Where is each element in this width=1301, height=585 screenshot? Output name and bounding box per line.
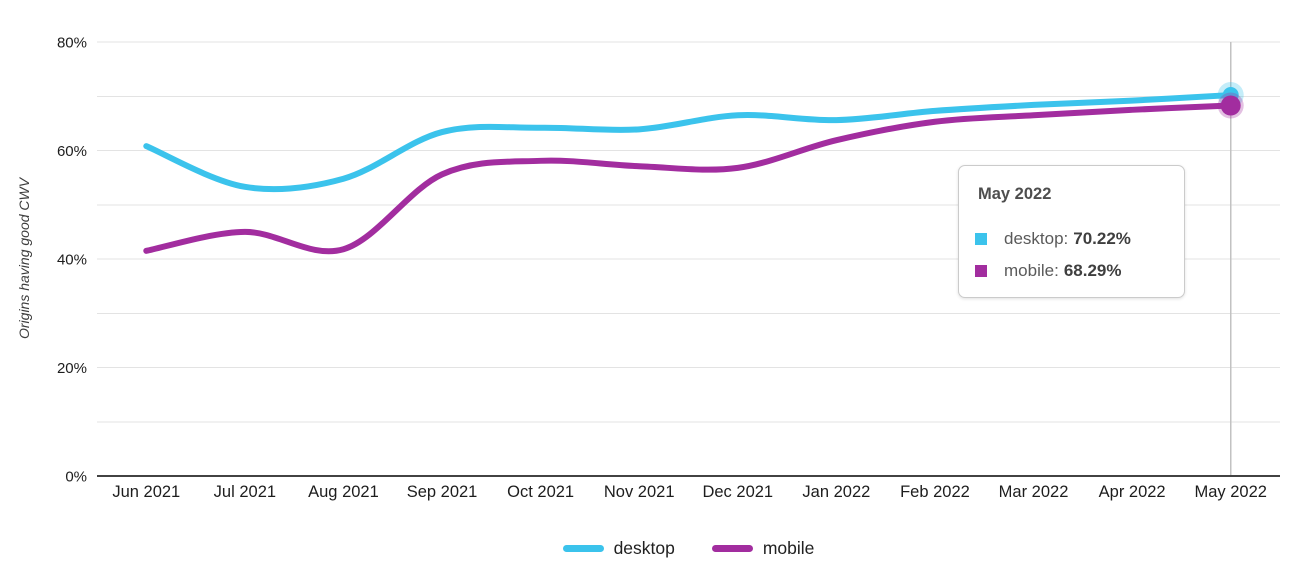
desktop-line-swatch-icon bbox=[562, 544, 604, 552]
series-line-mobile[interactable] bbox=[143, 102, 1234, 255]
desktop-swatch-icon bbox=[975, 233, 987, 245]
x-tick-label: Sep 2021 bbox=[407, 483, 478, 501]
series-line-desktop[interactable] bbox=[143, 92, 1234, 193]
y-tick-label: 20% bbox=[57, 360, 87, 377]
y-tick-label: 0% bbox=[65, 469, 87, 486]
legend-item-mobile: mobile bbox=[711, 537, 815, 559]
tooltip-series-value: 70.22% bbox=[1073, 229, 1131, 248]
x-tick-label: Nov 2021 bbox=[604, 483, 675, 501]
legend-label: mobile bbox=[762, 537, 815, 558]
x-tick-label: Oct 2021 bbox=[507, 483, 574, 501]
x-tick-label: Jul 2021 bbox=[214, 483, 276, 501]
y-tick-label: 80% bbox=[57, 35, 87, 52]
tooltip-row-mobile: mobile: 68.29% bbox=[975, 261, 1121, 281]
legend-item-desktop: desktop bbox=[562, 537, 675, 559]
tooltip-series-label: mobile: bbox=[1004, 261, 1059, 280]
y-tick-label: 60% bbox=[57, 143, 87, 160]
y-axis-title: Origins having good CWV bbox=[16, 177, 32, 339]
tooltip-row-desktop: desktop: 70.22% bbox=[975, 229, 1131, 249]
tooltip-title: May 2022 bbox=[978, 185, 1052, 203]
mobile-line-swatch-icon bbox=[711, 544, 753, 552]
x-tick-label: Mar 2022 bbox=[999, 483, 1069, 501]
data-point-mobile[interactable] bbox=[1220, 95, 1241, 116]
x-tick-label: Jun 2021 bbox=[112, 483, 180, 501]
y-tick-label: 40% bbox=[57, 252, 87, 269]
x-tick-label: Aug 2021 bbox=[308, 483, 379, 501]
chart-legend: desktop mobile bbox=[97, 536, 1280, 560]
x-tick-label: Feb 2022 bbox=[900, 483, 970, 501]
x-tick-label: Jan 2022 bbox=[802, 483, 870, 501]
x-tick-label: Dec 2021 bbox=[702, 483, 773, 501]
mobile-swatch-icon bbox=[975, 265, 987, 277]
chart-tooltip: May 2022 desktop: 70.22% mobile: 68.29% bbox=[958, 165, 1185, 298]
x-tick-label: May 2022 bbox=[1194, 483, 1266, 501]
legend-label: desktop bbox=[613, 537, 675, 558]
tooltip-series-label: desktop: bbox=[1004, 229, 1069, 248]
x-tick-label: Apr 2022 bbox=[1099, 483, 1166, 501]
tooltip-series-value: 68.29% bbox=[1063, 261, 1122, 280]
